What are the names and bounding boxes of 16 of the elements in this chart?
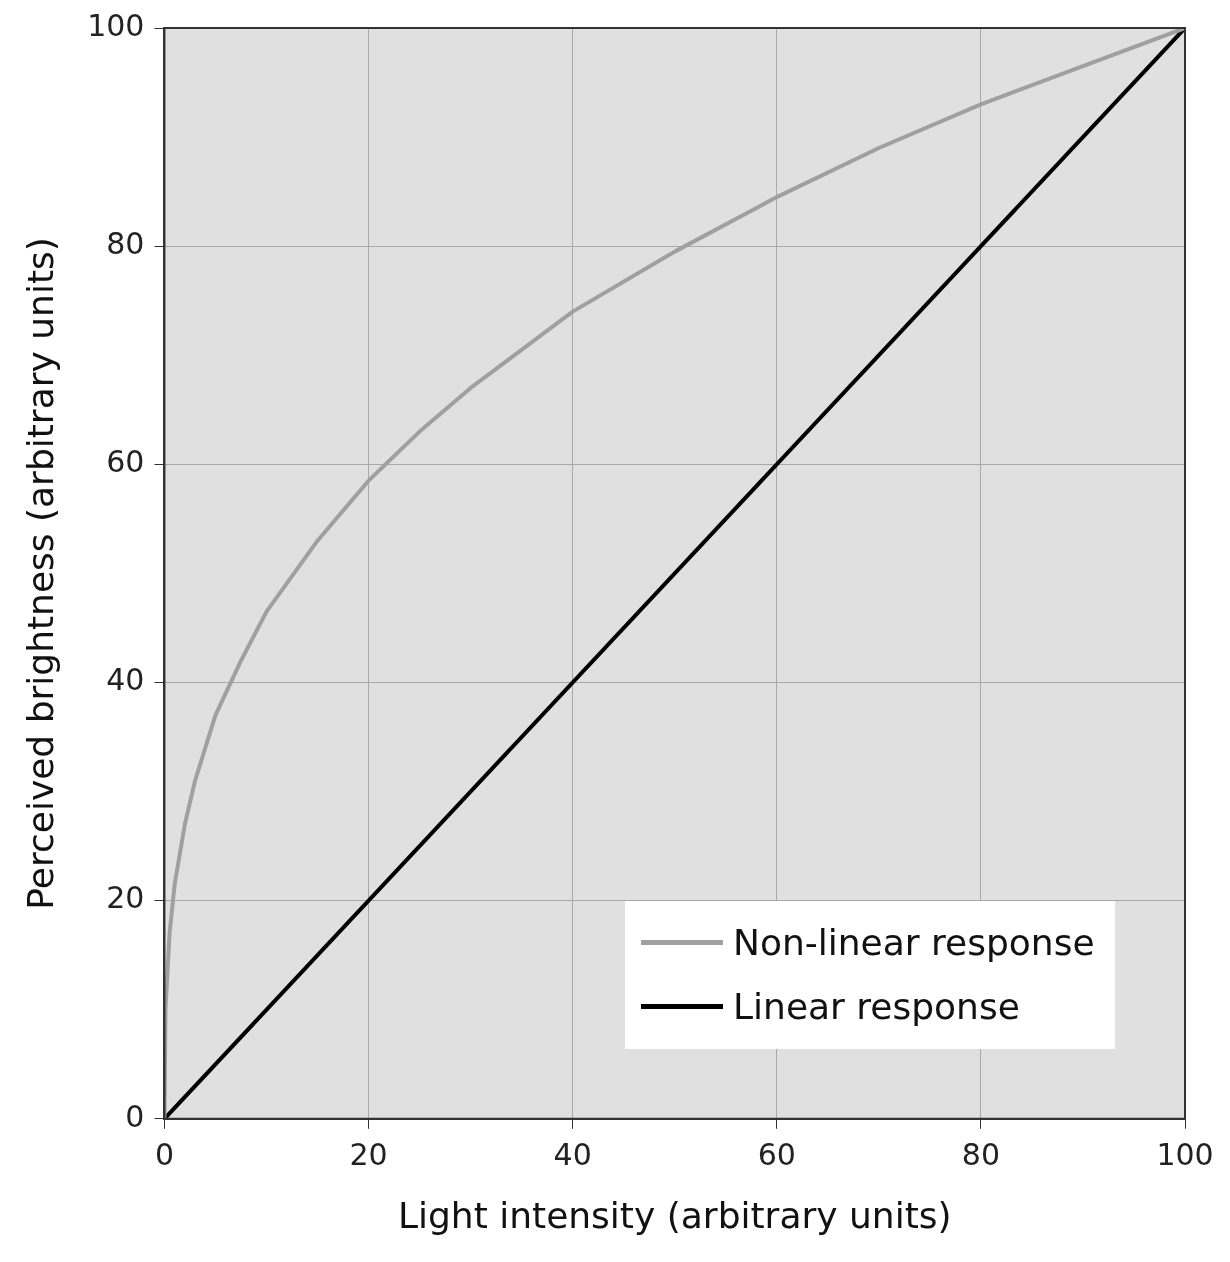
x-tick-label: 60: [757, 1136, 796, 1172]
x-tick-label: 40: [553, 1136, 592, 1172]
x-axis-title: Light intensity (arbitrary units): [397, 1194, 952, 1236]
legend-label: Non-linear response: [733, 922, 1095, 964]
y-axis-title: Perceived brightness (arbitrary units): [19, 237, 61, 910]
x-tick-label: 0: [154, 1136, 175, 1172]
y-tick-label: 60: [106, 444, 145, 480]
x-tick-label: 20: [349, 1136, 388, 1172]
y-tick-label: 0: [125, 1098, 145, 1134]
y-tick-label: 100: [87, 7, 145, 43]
y-tick-label: 80: [106, 225, 145, 261]
y-tick-label: 40: [106, 662, 145, 698]
x-tick-label: 80: [961, 1136, 1000, 1172]
x-tick-label: 100: [1156, 1136, 1214, 1172]
y-tick-label: 20: [106, 880, 145, 916]
legend-label: Linear response: [733, 986, 1020, 1028]
